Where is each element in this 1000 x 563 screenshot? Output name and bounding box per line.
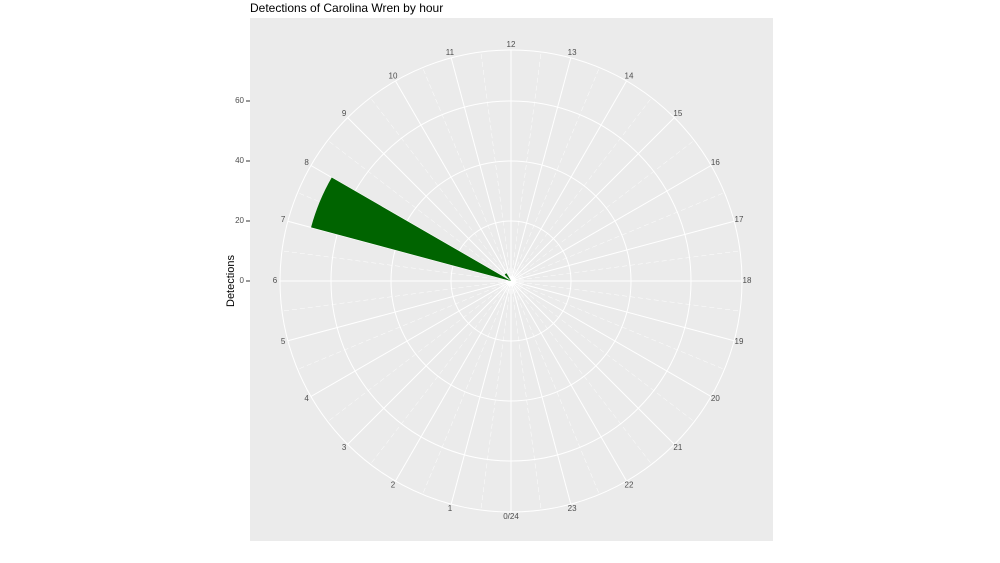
grid-spoke-minor bbox=[510, 97, 652, 282]
grid-spoke-minor bbox=[370, 97, 512, 282]
grid-spoke-minor bbox=[510, 280, 652, 465]
x-tick-label: 2 bbox=[391, 480, 396, 489]
x-tick-label: 6 bbox=[273, 276, 278, 285]
y-tick-label: 0 bbox=[240, 276, 245, 285]
grid-spoke-minor bbox=[297, 280, 512, 370]
x-tick-label: 14 bbox=[625, 72, 634, 81]
bar bbox=[504, 273, 511, 281]
y-tick-label: 40 bbox=[235, 156, 244, 165]
x-tick-label: 4 bbox=[304, 394, 309, 403]
grid-spoke bbox=[310, 280, 512, 397]
x-tick-label: 18 bbox=[743, 276, 752, 285]
x-tick-label: 9 bbox=[342, 109, 347, 118]
grid-spoke-minor bbox=[510, 250, 741, 282]
grid-spoke bbox=[510, 280, 735, 342]
grid-spoke-minor bbox=[510, 280, 542, 511]
grid-spoke bbox=[510, 280, 712, 397]
grid-spoke bbox=[347, 117, 512, 282]
grid-spoke-minor bbox=[422, 280, 512, 495]
x-tick-label: 11 bbox=[446, 48, 455, 57]
grid-spoke-minor bbox=[510, 67, 600, 282]
x-tick-label: 17 bbox=[735, 215, 744, 224]
grid-spoke bbox=[510, 280, 627, 482]
x-tick-label: 15 bbox=[673, 109, 682, 118]
grid-spoke-minor bbox=[510, 192, 725, 282]
grid-spoke-minor bbox=[327, 140, 512, 282]
grid-spoke-minor bbox=[422, 67, 512, 282]
grid-spoke-minor bbox=[281, 280, 512, 312]
x-tick-label: 13 bbox=[568, 48, 577, 57]
x-tick-label: 5 bbox=[281, 337, 286, 346]
grid-spoke-minor bbox=[510, 280, 725, 370]
x-tick-label: 3 bbox=[342, 443, 347, 452]
y-tick-label: 20 bbox=[235, 216, 244, 225]
grid-spoke bbox=[510, 280, 675, 445]
grid-spoke bbox=[510, 220, 735, 282]
grid-spoke bbox=[510, 117, 675, 282]
grid-spoke bbox=[510, 165, 712, 282]
grid-spoke-minor bbox=[510, 280, 600, 495]
bar bbox=[311, 177, 511, 281]
grid-spoke bbox=[395, 80, 512, 282]
grid-spoke-minor bbox=[510, 280, 741, 312]
grid-spoke bbox=[287, 280, 512, 342]
x-tick-label: 22 bbox=[625, 480, 634, 489]
x-tick-label: 8 bbox=[304, 158, 309, 167]
grid-spoke bbox=[510, 57, 572, 282]
x-tick-label: 7 bbox=[281, 215, 286, 224]
x-tick-label: 12 bbox=[507, 40, 516, 49]
grid-spoke-minor bbox=[281, 250, 512, 282]
x-tick-label: 16 bbox=[711, 158, 720, 167]
grid-spoke bbox=[347, 280, 512, 445]
y-tick-label: 60 bbox=[235, 96, 244, 105]
grid-spoke-minor bbox=[327, 280, 512, 422]
y-axis-label: Detections bbox=[225, 255, 237, 307]
grid-spoke bbox=[450, 280, 512, 505]
grid-spoke-minor bbox=[370, 280, 512, 465]
grid-spoke bbox=[510, 280, 572, 505]
chart-title: Detections of Carolina Wren by hour bbox=[250, 1, 443, 15]
grid-spoke bbox=[395, 280, 512, 482]
grid-spoke-minor bbox=[510, 51, 542, 282]
grid-spoke-minor bbox=[480, 280, 512, 511]
x-tick-label: 23 bbox=[568, 504, 577, 513]
x-tick-label: 0/24 bbox=[503, 512, 519, 521]
grid-spoke-minor bbox=[480, 51, 512, 282]
x-tick-label: 10 bbox=[389, 72, 398, 81]
x-tick-label: 21 bbox=[673, 443, 682, 452]
x-tick-label: 1 bbox=[448, 504, 453, 513]
grid-spoke-minor bbox=[510, 280, 695, 422]
grid-spoke-minor bbox=[510, 140, 695, 282]
grid-spoke bbox=[450, 57, 512, 282]
x-tick-label: 20 bbox=[711, 394, 720, 403]
x-tick-label: 19 bbox=[735, 337, 744, 346]
grid-spoke bbox=[510, 80, 627, 282]
